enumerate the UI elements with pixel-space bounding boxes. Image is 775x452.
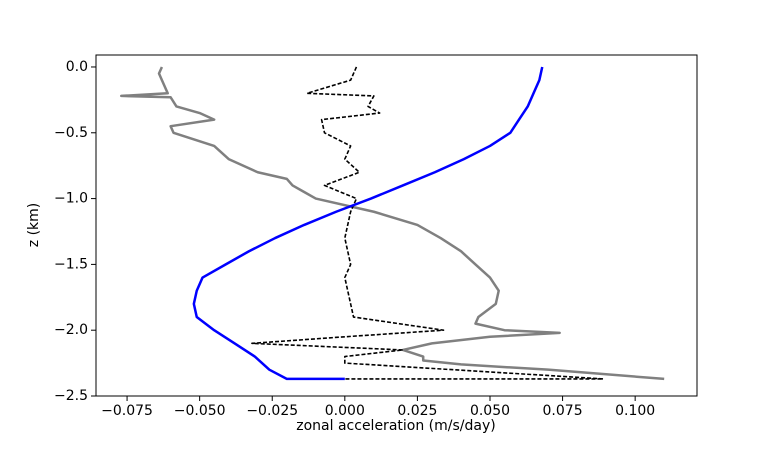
y-tick-label: −1.0 bbox=[54, 191, 88, 207]
profile-line bbox=[120, 66, 665, 381]
y-tick-label: −2.0 bbox=[54, 322, 88, 338]
x-tick-label: −0.025 bbox=[246, 403, 298, 419]
x-axis-label: zonal acceleration (m/s/day) bbox=[296, 418, 495, 434]
profile-line bbox=[192, 66, 544, 381]
x-tick-label: 0.000 bbox=[325, 403, 365, 419]
x-tick-label: 0.100 bbox=[615, 403, 655, 419]
x-tick-label: −0.075 bbox=[101, 403, 153, 419]
y-axis-label: z (km) bbox=[26, 203, 42, 247]
profile-line bbox=[251, 66, 605, 380]
y-tick-label: −0.5 bbox=[54, 125, 88, 141]
y-tick-label: −1.5 bbox=[54, 256, 88, 272]
x-tick-label: 0.025 bbox=[397, 403, 437, 419]
axes-frame bbox=[95, 54, 698, 397]
x-tick-label: 0.050 bbox=[470, 403, 510, 419]
x-tick-label: 0.075 bbox=[543, 403, 583, 419]
y-tick-label: 0.0 bbox=[66, 59, 88, 75]
y-tick-label: −2.5 bbox=[54, 388, 88, 404]
x-tick-label: −0.050 bbox=[174, 403, 226, 419]
